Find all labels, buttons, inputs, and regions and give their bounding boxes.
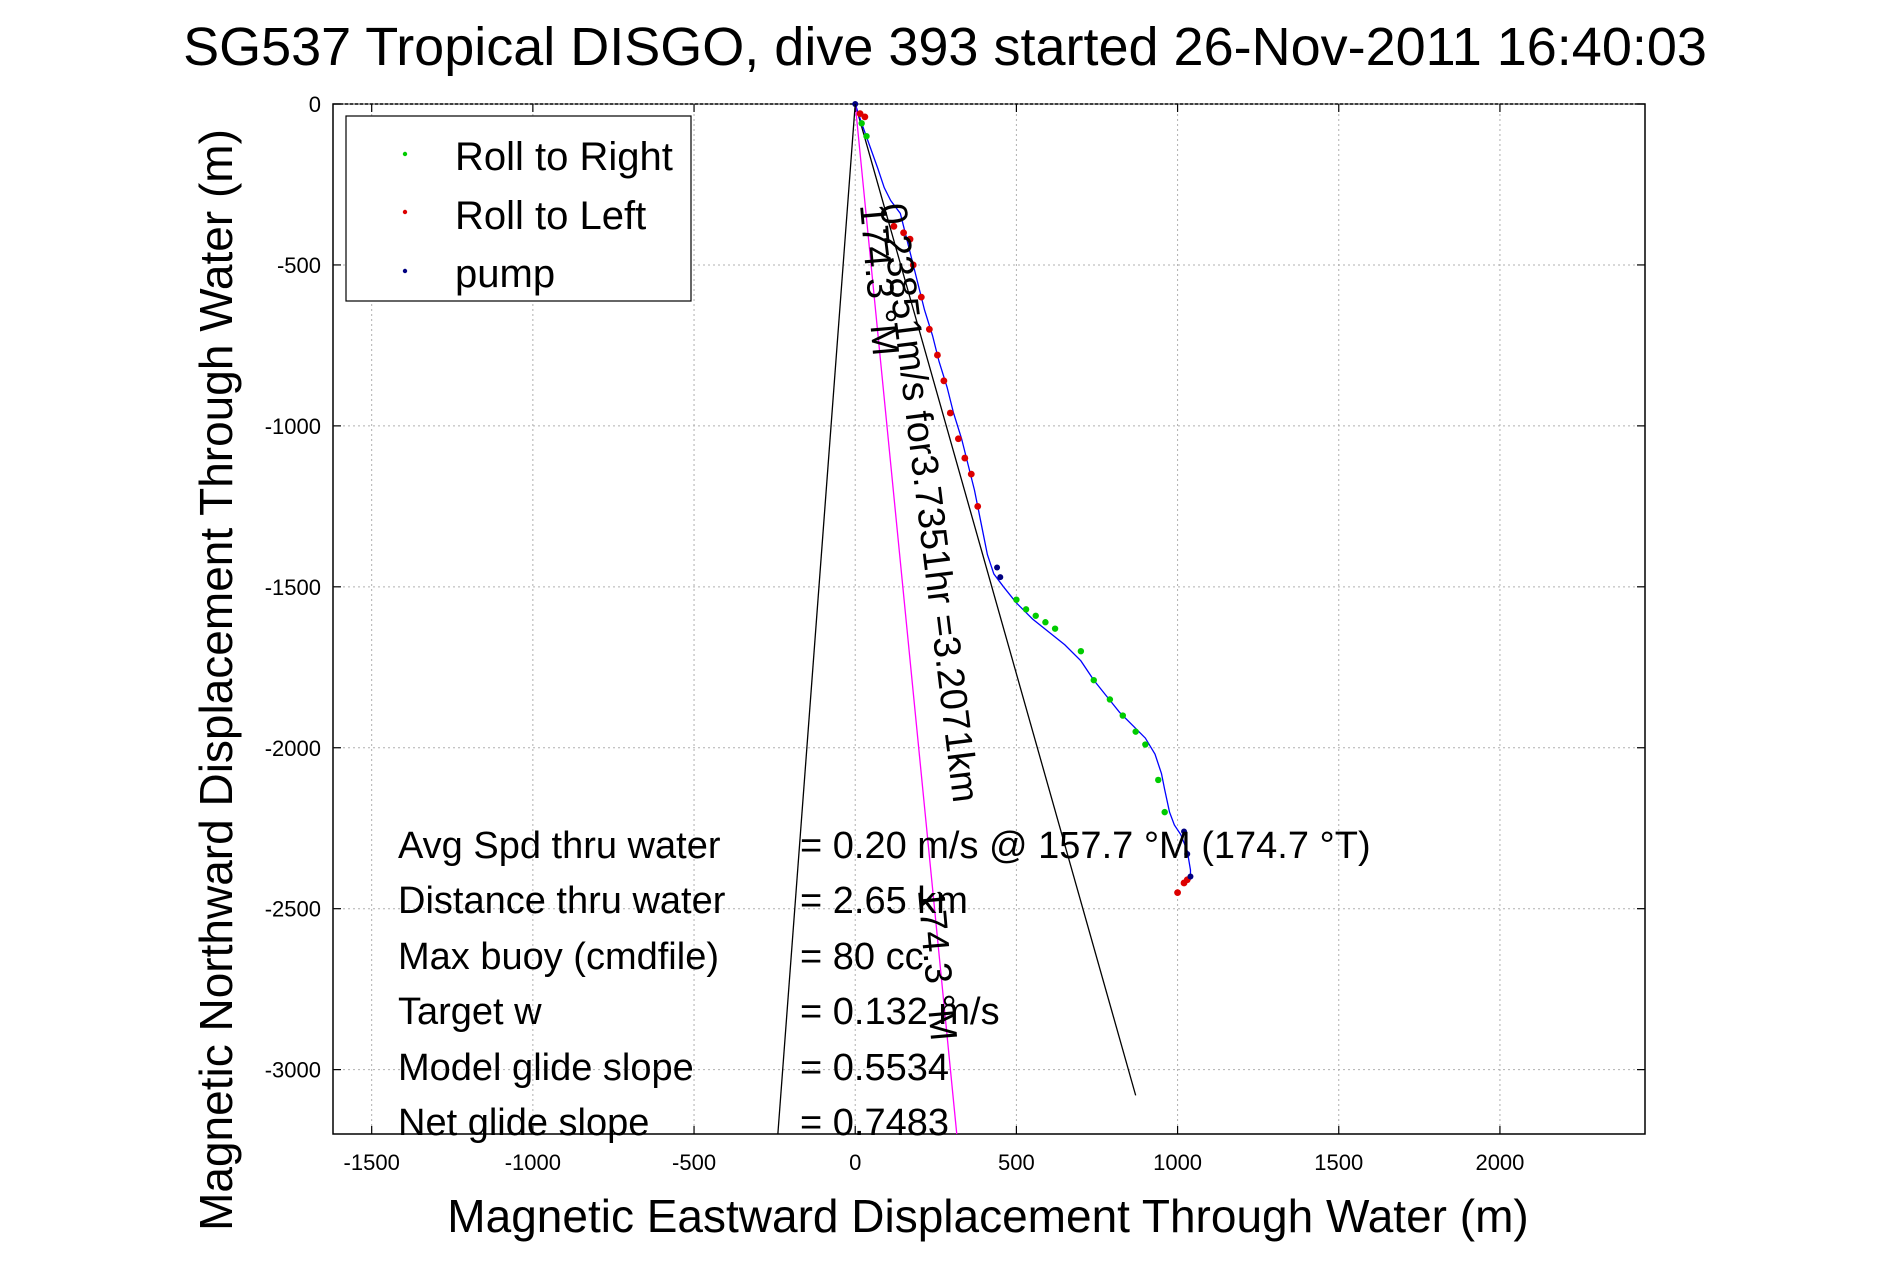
roll-right-point [1013, 596, 1020, 603]
chart-title: SG537 Tropical DISGO, dive 393 started 2… [183, 17, 1707, 77]
roll-right-point [863, 132, 870, 140]
roll-right-point [1161, 808, 1168, 816]
roll-left-point [906, 235, 914, 243]
roll-left-point [967, 470, 975, 478]
pump-point [1184, 850, 1191, 857]
x-tick-label: 1500 [1314, 1150, 1363, 1175]
y-tick-label: -1500 [265, 575, 321, 600]
points-layer [852, 101, 1194, 896]
roll-right-point [1077, 647, 1085, 655]
legend-marker-pump [402, 268, 408, 274]
stat-label-max-buoy: Max buoy (cmdfile) [398, 936, 719, 978]
roll-right-point [1119, 712, 1126, 719]
stat-label-net-glide: Net glide slope [398, 1102, 649, 1144]
roll-right-point [1022, 606, 1030, 613]
roll-left-point [961, 454, 969, 462]
stat-label-model-glide: Model glide slope [398, 1047, 694, 1089]
roll-left-point [900, 229, 907, 237]
pump-point [1181, 828, 1188, 835]
legend-marker-roll-left [402, 209, 408, 215]
x-tick-label: 1000 [1153, 1150, 1202, 1175]
roll-left-point [861, 113, 869, 121]
stat-value-distance: = 2.65 km [800, 880, 968, 922]
y-tick-label: -3000 [265, 1058, 321, 1083]
legend-label-roll-left: Roll to Left [455, 194, 646, 238]
legend-label-pump: pump [455, 252, 555, 296]
y-tick-label: -1000 [265, 414, 321, 439]
y-tick-label: 0 [309, 92, 321, 117]
stat-value-model-glide: = 0.5534 [800, 1047, 949, 1089]
roll-left-point [909, 261, 917, 269]
stat-value-target-w: = 0.132 m/s [800, 991, 1000, 1033]
roll-left-point [946, 409, 954, 417]
y-tick-label: -500 [277, 253, 321, 278]
legend-label-roll-right: Roll to Right [455, 135, 673, 179]
stat-value-max-buoy: = 80 cc [800, 936, 924, 978]
x-axis-label: Magnetic Eastward Displacement Through W… [447, 1190, 1528, 1242]
roll-left-point [940, 377, 948, 385]
x-tick-label: -500 [672, 1150, 716, 1175]
roll-right-point [1051, 625, 1059, 632]
y-tick-label: -2500 [265, 897, 321, 922]
x-tick-label: 500 [998, 1150, 1035, 1175]
ticks: -1500 -1000 -500 0 500 1000 1500 2000 0 -500 -1000… [265, 92, 1645, 1175]
roll-left-point [1174, 889, 1181, 896]
reference-line [777, 103, 856, 1135]
roll-right-point [1106, 696, 1114, 703]
x-tick-label: 0 [849, 1150, 861, 1175]
x-tick-label: 2000 [1475, 1150, 1524, 1175]
roll-right-point [1090, 676, 1097, 684]
roll-left-point [934, 351, 941, 359]
x-tick-label: -1500 [344, 1150, 400, 1175]
y-tick-label: -2000 [265, 736, 321, 761]
roll-left-point [925, 325, 933, 333]
roll-left-point [917, 293, 925, 301]
roll-right-point [1032, 612, 1039, 619]
roll-left-point [856, 110, 864, 118]
legend: Roll to Right Roll to Left pump [345, 115, 692, 302]
roll-left-point [954, 435, 962, 443]
stat-value-avg-spd: = 0.20 m/s @ 157.7 °M (174.7 °T) [800, 825, 1371, 867]
stats-block: Avg Spd thru water = 0.20 m/s @ 157.7 °M… [398, 825, 1371, 1144]
pump-point [994, 564, 1001, 571]
roll-left-point [890, 222, 898, 230]
series-heading-174.3 [854, 103, 958, 1135]
stat-label-target-w: Target w [398, 991, 542, 1033]
roll-right-point [1155, 776, 1162, 784]
roll-right-point [1042, 619, 1049, 626]
stat-value-net-glide: = 0.7483 [800, 1102, 949, 1144]
x-tick-label: -1000 [505, 1150, 561, 1175]
stat-label-distance: Distance thru water [398, 880, 726, 922]
roll-right-point [858, 120, 865, 127]
y-axis-label: Magnetic Northward Displacement Through … [190, 129, 242, 1231]
pump-point [1187, 873, 1194, 880]
reference-lines [777, 103, 1137, 1135]
reference-line [854, 103, 1137, 1096]
stat-label-avg-spd: Avg Spd thru water [398, 825, 721, 867]
roll-right-point [1142, 741, 1149, 748]
legend-marker-roll-right [402, 151, 408, 157]
pump-point [997, 574, 1004, 581]
roll-right-point [1132, 728, 1139, 735]
roll-left-point [974, 502, 982, 510]
